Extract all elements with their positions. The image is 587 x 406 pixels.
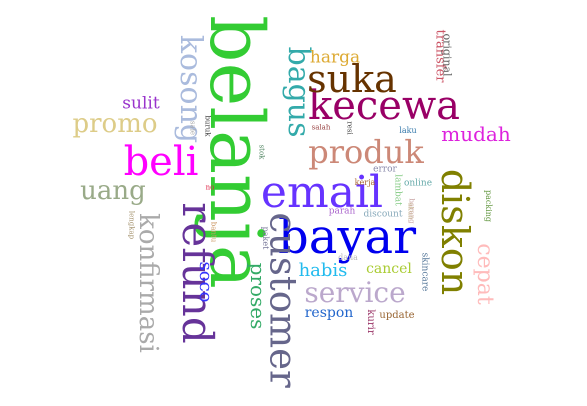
word-email: email xyxy=(260,167,384,218)
word-skincare: skincare xyxy=(419,252,430,292)
word-buruk: buruk xyxy=(203,115,212,137)
word-habis: habis xyxy=(298,260,348,281)
word-resi: resi xyxy=(345,121,354,135)
word-service: service xyxy=(304,276,406,309)
word-laku: laku xyxy=(399,126,417,135)
word-bayar: bayar xyxy=(277,209,417,265)
word-soco: soco xyxy=(195,261,216,303)
word-respon: respon xyxy=(304,305,354,321)
word-harga: harga xyxy=(309,47,361,68)
word-produk: produk xyxy=(308,133,424,171)
word-discount: discount xyxy=(363,209,403,220)
word-stok: stok xyxy=(257,144,266,160)
word-uang: uang xyxy=(80,176,146,206)
word-packing: packing xyxy=(484,189,493,223)
word-parah: parah xyxy=(328,206,356,217)
word-update: update xyxy=(379,310,415,321)
word-bagus: bagus xyxy=(281,46,316,138)
word-suka: suka xyxy=(307,57,397,101)
word-salah: salah xyxy=(311,123,331,132)
word-sale: sale xyxy=(188,120,197,136)
word-customer: customer xyxy=(261,212,305,388)
word-error: error xyxy=(373,164,397,175)
word-online: online xyxy=(403,178,433,189)
word-cepat: cepat xyxy=(472,243,497,305)
word-promo: promo xyxy=(72,109,158,139)
word-cancel: cancel xyxy=(366,261,412,277)
word-paket: paket xyxy=(261,226,270,250)
word-original: original xyxy=(440,33,454,77)
word-mudah: mudah xyxy=(441,122,511,146)
word-proses: proses xyxy=(246,262,270,330)
word-konfirmasi: konfirmasi xyxy=(133,213,163,353)
word-akun: akun xyxy=(406,202,415,220)
word-kerja: kerja xyxy=(354,178,376,187)
word-kurir: kurir xyxy=(365,309,376,335)
word-bantu: bantu xyxy=(209,221,218,243)
word-dana: dana xyxy=(338,253,358,262)
word-sulit: sulit xyxy=(122,93,160,114)
word-kecewa: kecewa xyxy=(307,83,461,129)
word-lambat: lambat xyxy=(392,174,403,206)
word-lengkap: lengkap xyxy=(127,210,136,240)
word-diskon: diskon xyxy=(433,168,477,296)
word-beli: beli xyxy=(123,139,199,185)
word-no: no xyxy=(205,183,215,192)
